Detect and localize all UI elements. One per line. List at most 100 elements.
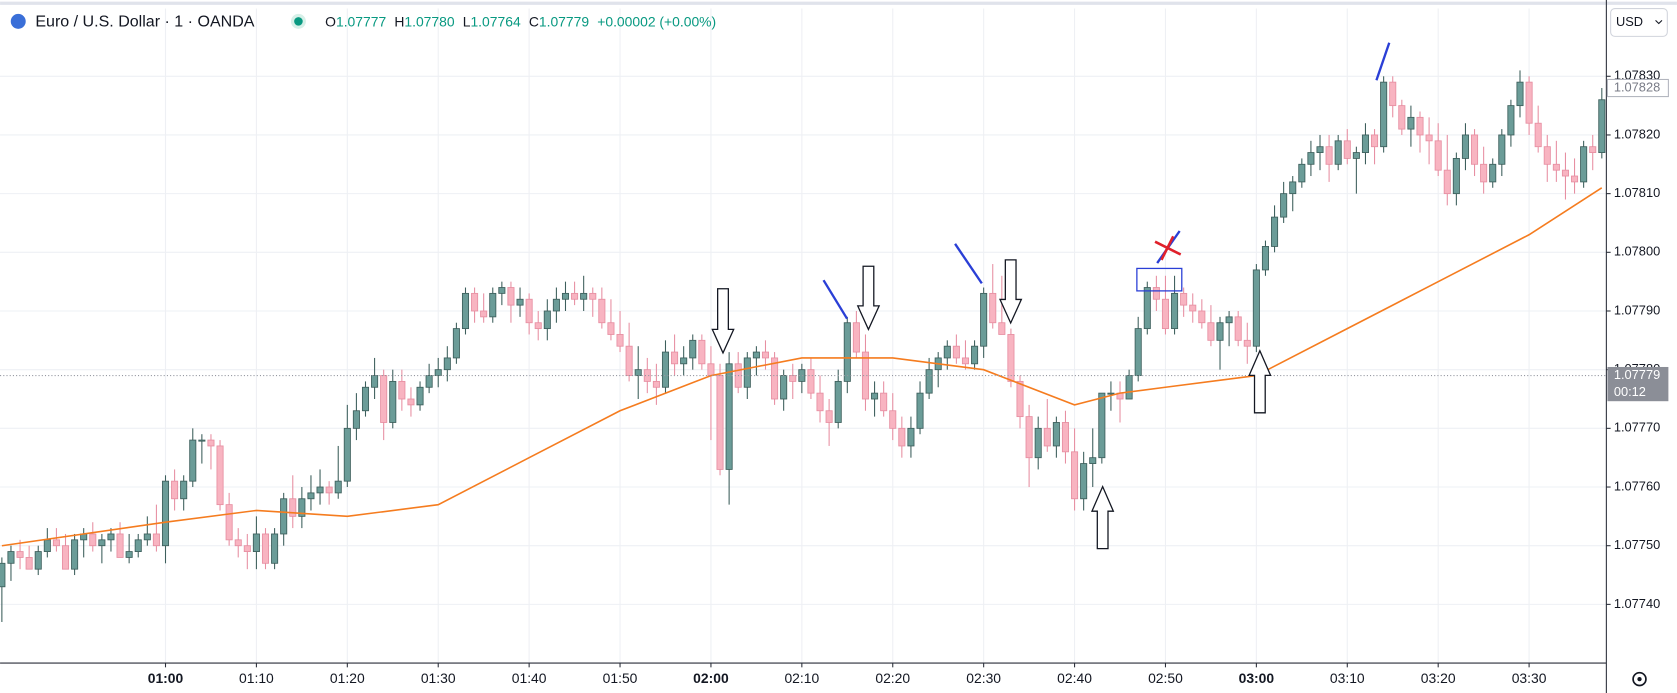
candle-body [1307, 152, 1315, 165]
candle-body [307, 492, 315, 500]
candle-body [952, 345, 960, 359]
candle-body [1516, 81, 1524, 107]
x-tick-label: 03:20 [1421, 670, 1456, 686]
candle-body [25, 557, 33, 570]
candle-body [107, 533, 115, 541]
candle-body [1107, 392, 1115, 395]
candle-body [880, 392, 888, 412]
candle-body [1261, 246, 1269, 271]
candle-body [1007, 334, 1015, 382]
candle-body [998, 322, 1006, 335]
candle-body [1598, 99, 1606, 153]
grid [0, 8, 1607, 664]
candle-body [789, 375, 797, 382]
candle-body [134, 539, 142, 552]
candle-body [571, 292, 579, 300]
candle-body [371, 375, 379, 388]
currency-box[interactable] [1610, 8, 1668, 37]
moving-average [1, 187, 1603, 547]
candle-body [1125, 375, 1133, 400]
ohlc-value: 1.07779 [539, 13, 589, 29]
candle-body [116, 533, 124, 558]
candle-body [798, 369, 806, 382]
up-arrow [1248, 349, 1272, 414]
candle-body [1098, 392, 1106, 459]
candle-body [680, 357, 688, 365]
candle-body [1571, 175, 1579, 183]
down-arrow [856, 265, 881, 331]
ohlc-value: 1.07780 [404, 13, 454, 29]
candle-body [1371, 134, 1379, 148]
candle-body [434, 369, 442, 376]
candle-body [534, 322, 542, 330]
annotations [711, 42, 1391, 550]
candle-body [1016, 380, 1024, 418]
candle-body [834, 380, 842, 423]
candle-body [261, 533, 270, 564]
candle-body [807, 369, 815, 394]
candle-body [825, 410, 833, 423]
candle-body [1216, 322, 1224, 341]
candle-body [489, 292, 497, 318]
candle-body [1071, 451, 1079, 500]
candle-body [961, 357, 969, 365]
candle-body [1343, 140, 1351, 159]
candle-body [1425, 134, 1433, 142]
currency[interactable]: USD [1616, 14, 1643, 29]
candle-body [398, 380, 406, 400]
candle-body [71, 539, 79, 570]
candle-body [980, 292, 988, 347]
candle-body [1498, 134, 1506, 165]
candle-body [661, 351, 670, 388]
candle-body [689, 339, 697, 359]
marker-box [1606, 78, 1669, 98]
candle-body [907, 427, 915, 447]
candle-body [316, 486, 324, 494]
currency-button[interactable]: USD [1610, 8, 1668, 37]
settings-icon[interactable] [1632, 671, 1647, 687]
candle-body [625, 345, 633, 376]
candle-body [352, 410, 360, 429]
candle-body [125, 551, 133, 558]
header: Euro / U.S. Dollar · 1 · OANDA O1.07777 … [10, 13, 716, 31]
candle-body [1398, 105, 1406, 130]
candle-body [1334, 140, 1342, 165]
candle-body [852, 322, 860, 353]
candle-body [61, 545, 70, 570]
candle-body [325, 486, 333, 494]
candle-body [1280, 193, 1288, 218]
settings-icon-center [1637, 676, 1642, 682]
y-tick-label: 1.07750 [1614, 537, 1660, 552]
candle-body [525, 298, 533, 324]
candle-body [380, 375, 388, 423]
candle-body [89, 533, 97, 547]
candle-body [1471, 134, 1479, 165]
candle-body [780, 375, 788, 400]
settings-button[interactable] [1632, 671, 1647, 687]
x-tick-label: 01:20 [330, 670, 365, 686]
candle-body [234, 539, 242, 547]
candle-body [580, 292, 588, 300]
candle-body [1552, 163, 1560, 171]
x-tick-label: 01:10 [239, 670, 274, 686]
candle-body [1434, 140, 1442, 171]
candle-body [561, 292, 570, 300]
candle-body [280, 498, 288, 535]
candle-body [0, 562, 6, 588]
candle-body [843, 322, 851, 382]
candle-body [1152, 287, 1160, 300]
candle-body [52, 539, 60, 547]
cross-mark [1160, 235, 1175, 261]
candle-body [671, 351, 679, 365]
x-tick-label: 02:50 [1148, 670, 1183, 686]
candle-body [180, 480, 188, 500]
down-arrow [998, 259, 1023, 325]
candle-body [543, 310, 551, 330]
candle-body [1380, 81, 1388, 148]
price-label: 1.07779 [1614, 367, 1660, 382]
trend-stroke [1375, 42, 1391, 81]
candle-body [1161, 298, 1169, 330]
candle-body [1480, 163, 1488, 183]
candle-body [516, 298, 524, 306]
